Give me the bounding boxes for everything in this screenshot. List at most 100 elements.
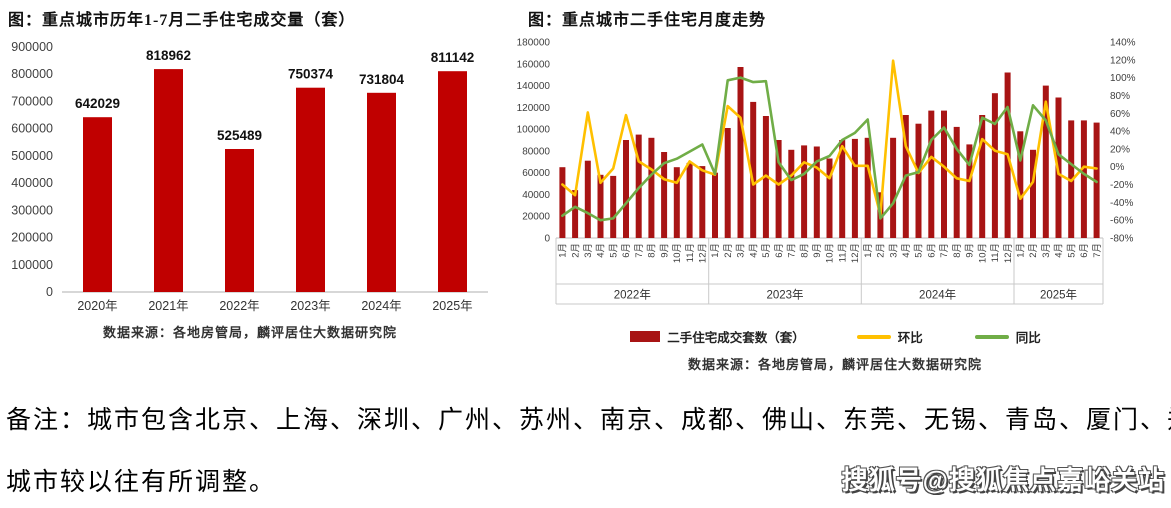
svg-text:0%: 0% xyxy=(1110,162,1125,173)
note-line-1: 备注：城市包含北京、上海、深圳、广州、苏州、南京、成都、佛山、东莞、无锡、青岛、… xyxy=(6,407,1171,434)
right-chart-title: 图：重点城市二手住宅月度走势 xyxy=(528,12,767,29)
svg-text:8月: 8月 xyxy=(647,243,658,258)
svg-text:11月: 11月 xyxy=(837,243,848,262)
svg-text:642029: 642029 xyxy=(75,96,120,111)
svg-text:2021年: 2021年 xyxy=(148,299,188,313)
svg-text:400000: 400000 xyxy=(11,176,53,190)
left-bar-chart: 0 100000 200000 300000 400000 500000 600000 700… xyxy=(11,40,488,313)
svg-text:2022年: 2022年 xyxy=(614,288,651,302)
svg-text:3月: 3月 xyxy=(1041,243,1052,258)
svg-text:9月: 9月 xyxy=(659,243,670,258)
svg-text:2020年: 2020年 xyxy=(77,299,117,313)
svg-text:0: 0 xyxy=(46,285,53,299)
svg-text:10月: 10月 xyxy=(977,243,988,263)
svg-text:100000: 100000 xyxy=(517,125,551,136)
svg-text:6月: 6月 xyxy=(621,243,632,258)
svg-text:700000: 700000 xyxy=(11,94,53,108)
svg-text:100000: 100000 xyxy=(11,258,53,272)
svg-text:2025年: 2025年 xyxy=(432,299,472,313)
svg-text:80000: 80000 xyxy=(522,146,550,157)
svg-text:2023年: 2023年 xyxy=(290,299,330,313)
svg-text:800000: 800000 xyxy=(11,67,53,81)
svg-text:5月: 5月 xyxy=(761,243,772,258)
bar-swatch-icon xyxy=(630,331,661,342)
watermark: 搜狐号@搜狐焦点嘉峪关站 xyxy=(841,465,1165,495)
svg-text:1月: 1月 xyxy=(710,243,721,258)
svg-text:160000: 160000 xyxy=(517,59,551,70)
svg-text:20000: 20000 xyxy=(522,212,550,223)
right-chart-source: 数据来源：各地房管局，麟评居住大数据研究院 xyxy=(687,357,982,372)
right-axis-ticks: 140% 120% 100% 80% 60% 40% 20% 0% -20% -40% -60% -8… xyxy=(1110,38,1136,245)
mom-line xyxy=(561,59,1098,217)
svg-text:2022年: 2022年 xyxy=(219,299,259,313)
svg-text:8月: 8月 xyxy=(952,243,963,258)
svg-text:5月: 5月 xyxy=(914,243,925,258)
svg-text:2025年: 2025年 xyxy=(1040,288,1077,302)
svg-text:-80%: -80% xyxy=(1110,234,1133,245)
svg-text:-40%: -40% xyxy=(1110,198,1133,209)
svg-text:2月: 2月 xyxy=(723,243,734,258)
left-chart-source: 数据来源：各地房管局，麟评居住大数据研究院 xyxy=(102,325,397,340)
svg-text:100%: 100% xyxy=(1110,73,1136,84)
legend-label-mom: 环比 xyxy=(897,331,923,345)
svg-text:6月: 6月 xyxy=(774,243,785,258)
svg-text:200000: 200000 xyxy=(11,231,53,245)
yoy-line-swatch-icon xyxy=(974,334,1009,339)
svg-text:8月: 8月 xyxy=(799,243,810,258)
svg-text:-20%: -20% xyxy=(1110,180,1133,191)
svg-text:7月: 7月 xyxy=(634,243,645,258)
svg-text:1月: 1月 xyxy=(558,243,569,258)
svg-text:600000: 600000 xyxy=(11,122,53,136)
svg-text:1月: 1月 xyxy=(863,243,874,258)
svg-text:4月: 4月 xyxy=(596,243,607,258)
svg-text:4月: 4月 xyxy=(748,243,759,258)
svg-text:6月: 6月 xyxy=(927,243,938,258)
svg-text:731804: 731804 xyxy=(359,72,405,87)
svg-text:2月: 2月 xyxy=(570,243,581,258)
svg-text:300000: 300000 xyxy=(11,203,53,217)
svg-text:2023年: 2023年 xyxy=(766,288,803,302)
svg-text:3月: 3月 xyxy=(736,243,747,258)
svg-text:20%: 20% xyxy=(1110,144,1130,155)
note-line-2: 城市较以往有所调整。 xyxy=(6,469,277,496)
svg-text:140000: 140000 xyxy=(517,81,551,92)
svg-text:11月: 11月 xyxy=(685,243,696,262)
bars: 642029 2020年 818962 2021年 525489 2022年 750374 2… xyxy=(75,48,474,313)
svg-text:12月: 12月 xyxy=(850,243,861,263)
svg-text:811142: 811142 xyxy=(431,50,475,65)
year-group-boxes: 2022年 2023年 2024年 2025年 xyxy=(555,238,1104,305)
legend-item-volume: 二手住宅成交套数（套） xyxy=(630,327,805,346)
month-labels: 1月 2月 3月 4月 5月 6月 7月 8月 9月 10月 11月 12月 1月 2月 3月 4月 5月 6月 7… xyxy=(558,243,1103,263)
svg-text:10月: 10月 xyxy=(825,243,836,263)
svg-text:525489: 525489 xyxy=(217,128,262,143)
mom-line-swatch-icon xyxy=(856,334,891,339)
svg-text:40%: 40% xyxy=(1110,127,1130,138)
svg-text:7月: 7月 xyxy=(787,243,798,258)
svg-text:60000: 60000 xyxy=(522,168,550,179)
right-chart-legend: 二手住宅成交套数（套） 环比 同比 xyxy=(500,327,1171,346)
svg-text:11月: 11月 xyxy=(990,243,1001,262)
svg-text:2024年: 2024年 xyxy=(361,299,401,313)
svg-text:7月: 7月 xyxy=(939,243,950,258)
svg-text:140%: 140% xyxy=(1110,38,1136,49)
right-combo-chart: 0 20000 40000 60000 80000 100000 120000 140000 1… xyxy=(517,38,1136,305)
y-axis-ticks: 0 100000 200000 300000 400000 500000 600000 700… xyxy=(11,40,53,299)
svg-text:9月: 9月 xyxy=(965,243,976,258)
legend-label-yoy: 同比 xyxy=(1015,331,1041,345)
svg-text:60%: 60% xyxy=(1110,109,1130,120)
svg-text:4月: 4月 xyxy=(901,243,912,258)
legend-item-mom: 环比 xyxy=(856,327,923,346)
svg-text:180000: 180000 xyxy=(517,38,551,49)
svg-text:750374: 750374 xyxy=(288,67,334,82)
svg-text:80%: 80% xyxy=(1110,91,1130,102)
svg-text:818962: 818962 xyxy=(146,48,191,63)
svg-text:-60%: -60% xyxy=(1110,216,1133,227)
svg-text:500000: 500000 xyxy=(11,149,53,163)
svg-text:10月: 10月 xyxy=(672,243,683,263)
svg-text:12月: 12月 xyxy=(1003,243,1014,263)
svg-text:1月: 1月 xyxy=(1016,243,1027,258)
svg-text:7月: 7月 xyxy=(1092,243,1103,258)
svg-text:0: 0 xyxy=(544,234,550,245)
yoy-line xyxy=(561,76,1098,222)
